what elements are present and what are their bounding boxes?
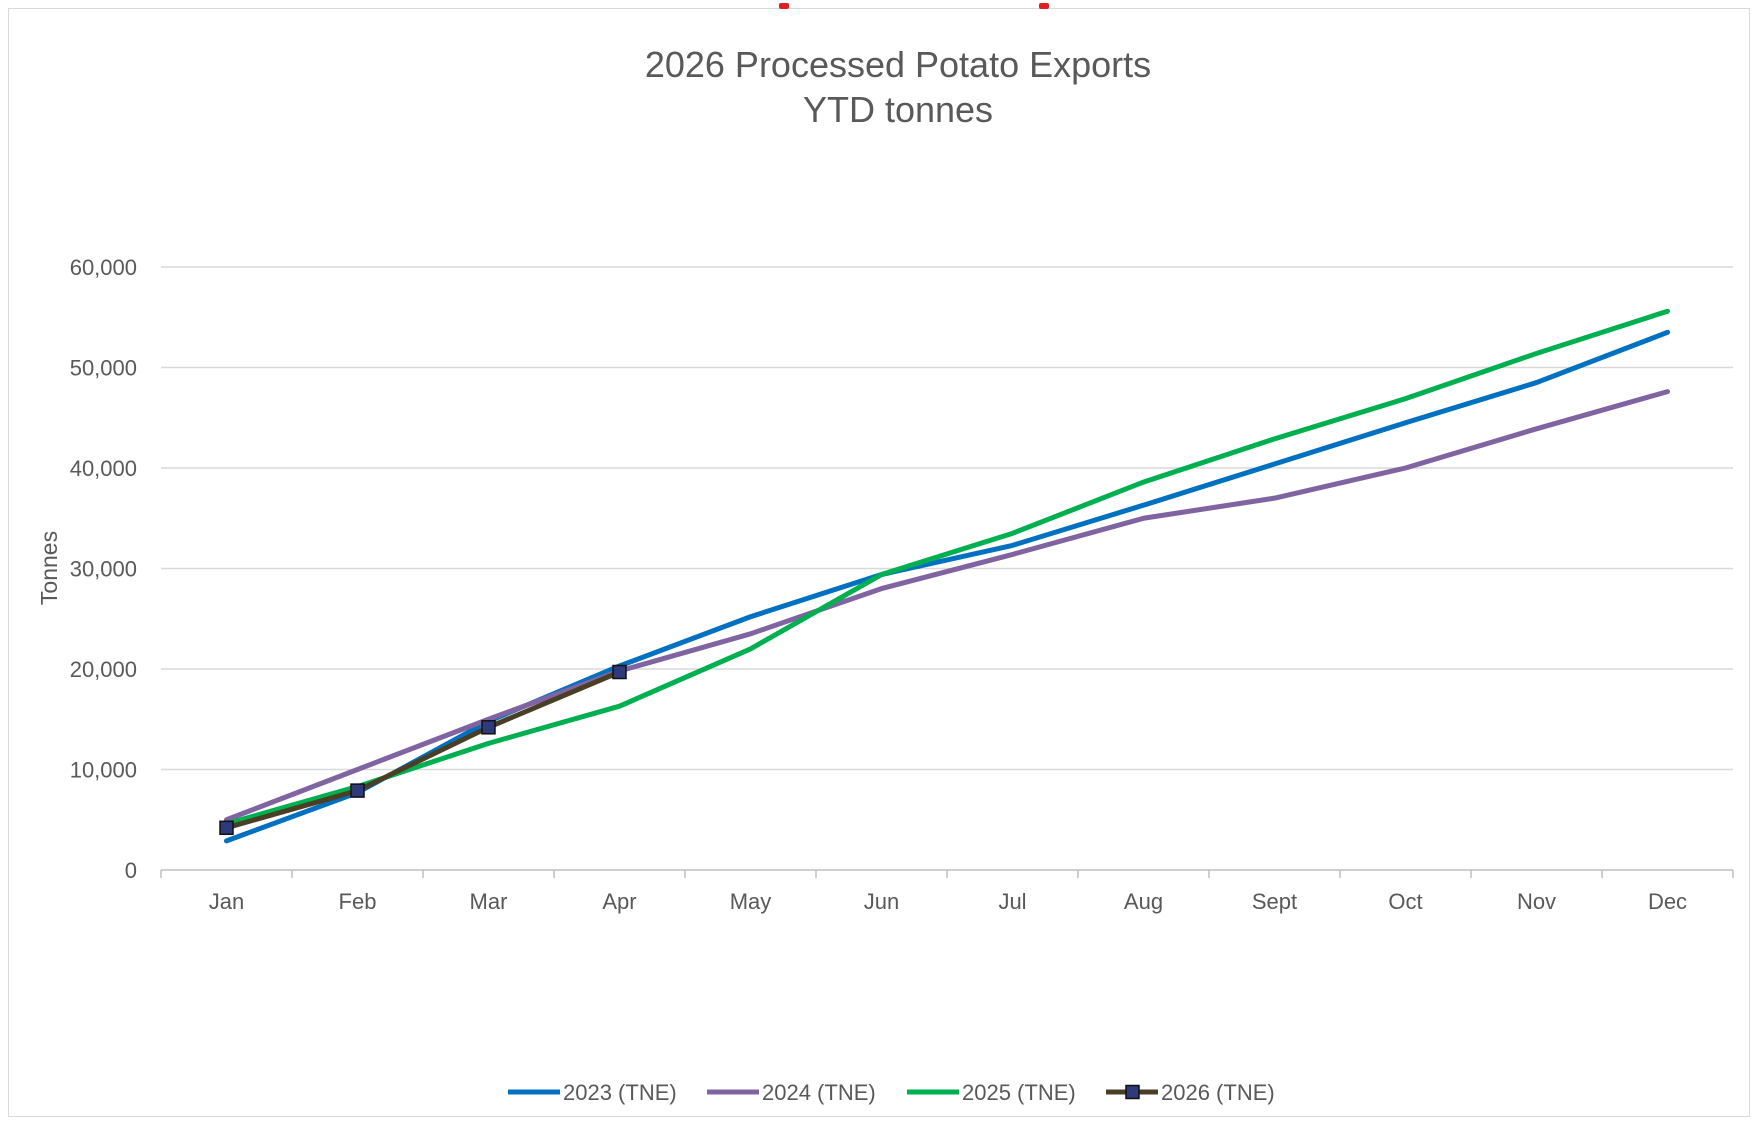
x-tick-label: Feb [339,889,377,914]
data-point-marker [612,664,627,680]
series-lines [219,308,1670,844]
y-tick-label: 20,000 [70,657,137,682]
y-tick-label: 60,000 [70,255,137,280]
data-point-marker [481,720,496,735]
legend-label: 2024 (TNE) [762,1080,876,1105]
series-line-2026 [224,669,622,831]
x-tick-label: May [730,889,772,914]
legend[interactable]: 2023 (TNE) 2024 (TNE) 2025 (TNE) 2026 (TNE) [508,1080,1275,1105]
legend-label: 2023 (TNE) [563,1080,677,1105]
data-point-marker [219,820,234,836]
y-tick-label: 40,000 [70,456,137,481]
x-axis: Jan Feb Mar Apr May Jun Jul Aug Sept Oct Nov Dec [160,869,1734,914]
red-mark-left [779,3,789,9]
chart-subtitle: YTD tonnes [803,89,993,130]
legend-item[interactable]: 2024 (TNE) [707,1080,876,1105]
x-tick-label: Sept [1252,889,1297,914]
red-mark-right [1039,3,1049,9]
chart-frame [8,3,1750,1117]
x-tick-label: Jan [209,889,244,914]
legend-marker [1125,1084,1140,1100]
x-tick-label: Dec [1648,889,1687,914]
series-line-2024 [224,389,1670,823]
legend-item[interactable]: 2025 (TNE) [907,1080,1076,1105]
series-line-2023 [224,329,1670,844]
y-axis-title: Tonnes [36,531,62,605]
x-tick-label: Aug [1124,889,1163,914]
data-point-marker [350,783,365,798]
y-tick-label: 0 [125,858,137,883]
gridlines [161,266,1733,771]
x-tick-label: Apr [602,889,636,914]
legend-item[interactable]: 2023 (TNE) [508,1080,677,1105]
legend-item[interactable]: 2026 (TNE) [1106,1080,1275,1105]
legend-label: 2026 (TNE) [1161,1080,1275,1105]
x-tick-label: Jul [998,889,1026,914]
x-tick-label: Mar [470,889,508,914]
y-tick-label: 10,000 [70,758,137,783]
y-tick-label: 50,000 [70,356,137,381]
y-tick-label: 30,000 [70,557,137,582]
x-tick-label: Jun [864,889,899,914]
chart-title: 2026 Processed Potato Exports [645,44,1151,85]
x-tick-label: Nov [1517,889,1556,914]
series-line-2025 [224,308,1670,827]
legend-label: 2025 (TNE) [962,1080,1076,1105]
y-axis-ticks: 0 10,000 20,000 30,000 40,000 50,000 60,000 [70,255,137,883]
x-tick-label: Oct [1388,889,1422,914]
